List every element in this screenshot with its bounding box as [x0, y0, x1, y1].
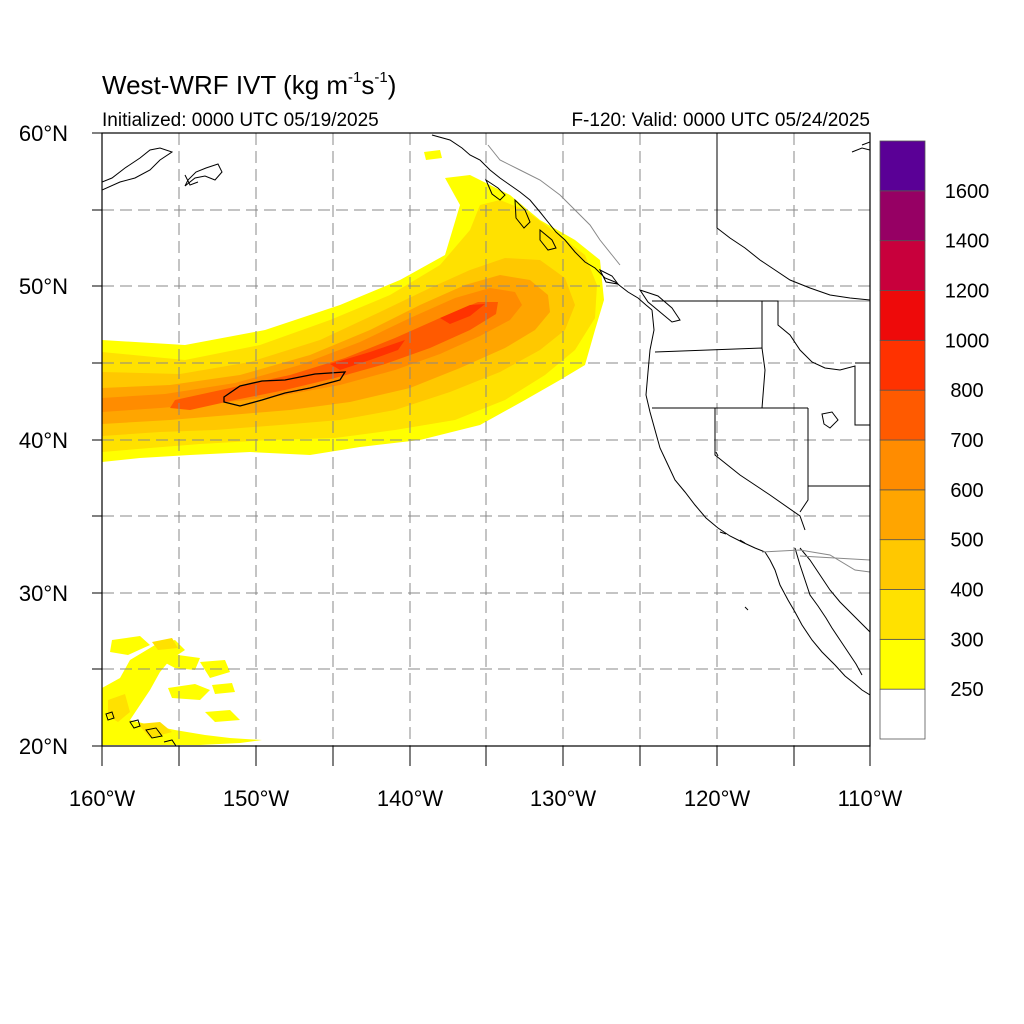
- colorbar-swatch: [879, 489, 926, 541]
- ivt-subtropical-patch: [160, 655, 200, 670]
- colorbar-swatch: [879, 389, 926, 441]
- ivt-subtropical-patch: [110, 636, 150, 655]
- lat-label: 40°N: [19, 428, 68, 453]
- ivt-shading: [102, 150, 604, 745]
- colorbar-label: 250: [950, 679, 983, 701]
- colorbar-swatch: [879, 688, 926, 740]
- colorbar-label: 1200: [945, 281, 990, 303]
- alaska-interior-boundary: [487, 144, 621, 266]
- colorbar: 250 300 400 500 600 700 800 1000 1200 1400 1600: [879, 140, 990, 740]
- colorbar-label: 1400: [945, 231, 990, 253]
- ivt-subtropical-patch: [102, 640, 262, 745]
- lon-label: 120°W: [684, 786, 751, 811]
- ivt-subtropical-patch: [168, 684, 210, 700]
- lon-labels: 160°W 150°W 140°W 130°W 120°W 110°W: [69, 786, 903, 811]
- ivt-contour-line: [223, 371, 347, 407]
- colorbar-label: 600: [950, 480, 983, 502]
- hawaii-islands: [105, 711, 177, 746]
- lat-label: 30°N: [19, 581, 68, 606]
- lon-label: 160°W: [69, 786, 136, 811]
- us-mexico-border: [761, 549, 870, 573]
- map-title: West-WRF IVT (kg m-1s-1): [102, 69, 397, 100]
- lake-tahoe: [715, 451, 719, 457]
- lon-label: 130°W: [530, 786, 597, 811]
- small-island: [744, 606, 749, 611]
- colorbar-swatch: [879, 240, 926, 291]
- nevada-ca: [714, 408, 806, 531]
- lat-labels: 60°N 50°N 40°N 30°N 20°N: [19, 121, 68, 759]
- alaska-coast: [102, 147, 174, 191]
- alaska-panhandle: [431, 134, 653, 311]
- colorbar-swatch: [879, 190, 926, 242]
- channel-islands: [719, 531, 746, 544]
- colorbar-swatch: [879, 539, 926, 590]
- colorbar-label: 500: [950, 530, 983, 552]
- ivt-subtropical-patch-300: [152, 638, 178, 650]
- lon-label: 150°W: [223, 786, 290, 811]
- ivt-subtropical-patch: [212, 683, 235, 694]
- vancouver-island: [638, 289, 681, 323]
- lat-label: 60°N: [19, 121, 68, 146]
- colorbar-label: 300: [950, 629, 983, 651]
- bc-coast: [851, 141, 870, 153]
- valid-time: F-120: Valid: 0000 UTC 05/24/2025: [571, 110, 870, 131]
- lat-label: 50°N: [19, 274, 68, 299]
- ivt-subtropical-patch: [205, 710, 240, 722]
- alaska-peninsula: [184, 174, 199, 186]
- bc-interior: [716, 227, 870, 301]
- colorbar-label: 1000: [945, 330, 990, 352]
- ivt-level-800: [330, 340, 405, 370]
- ivt-level-250-north-patch: [424, 150, 442, 160]
- lon-label: 140°W: [377, 786, 444, 811]
- colorbar-swatch: [879, 439, 926, 491]
- ivt-level-700: [170, 302, 498, 410]
- arizona-ut-border: [799, 486, 809, 513]
- coastal-islands: [484, 178, 620, 285]
- lat-ticks: [92, 132, 102, 747]
- ivt-level-800-core: [440, 304, 485, 324]
- ivt-subtropical-patch-300: [138, 722, 172, 738]
- baja-coast: [794, 547, 863, 676]
- salt-lake: [821, 411, 839, 429]
- map-grid: [102, 133, 870, 746]
- lat-label: 20°N: [19, 734, 68, 759]
- colorbar-swatch: [879, 589, 926, 640]
- colorbar-swatch: [879, 290, 926, 341]
- coastlines: [102, 133, 870, 746]
- ivt-level-600: [102, 288, 522, 412]
- colorbar-label: 400: [950, 580, 983, 602]
- colorbar-swatch: [879, 339, 926, 391]
- colorbar-label: 700: [950, 430, 983, 452]
- us-west-coast: [645, 309, 870, 696]
- gulf-of-california: [799, 547, 870, 633]
- initialized-time: Initialized: 0000 UTC 05/19/2025: [102, 110, 379, 131]
- washington-state: [652, 300, 763, 348]
- colorbar-label: 1600: [945, 181, 990, 203]
- idaho-state: [762, 300, 870, 487]
- alaska-coast-south: [184, 163, 223, 187]
- lon-ticks: [101, 746, 871, 766]
- lon-label: 110°W: [838, 786, 903, 811]
- colorbar-label: 800: [950, 380, 983, 402]
- oregon-state: [652, 347, 766, 409]
- colorbar-swatch: [879, 140, 926, 192]
- colorbar-swatch: [879, 638, 926, 690]
- nm-border: [799, 555, 870, 561]
